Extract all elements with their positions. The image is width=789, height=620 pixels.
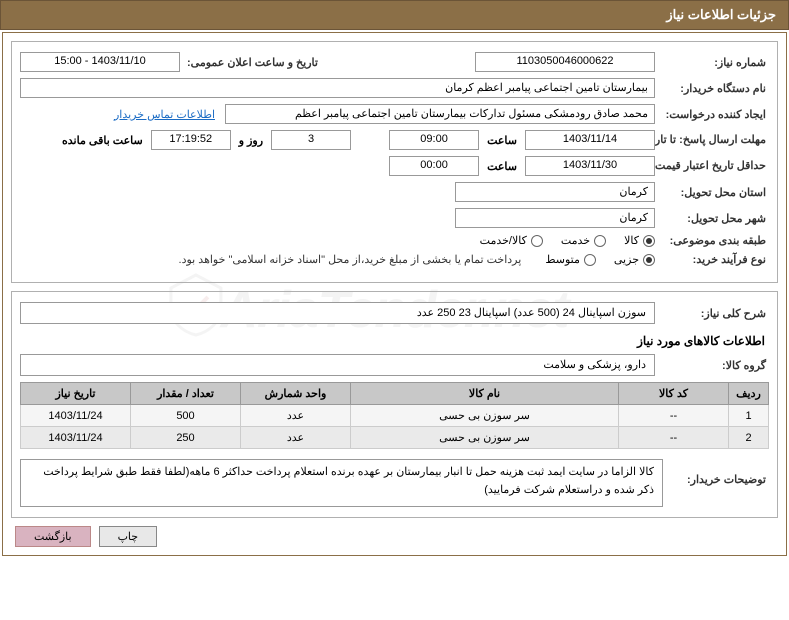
subject-radio-goods[interactable]: کالا [624,234,655,247]
print-button[interactable]: چاپ [99,526,158,547]
need-number-field: 1103050046000622 [475,52,655,72]
table-header-row: ردیف کد کالا نام کالا واحد شمارش تعداد /… [21,383,769,405]
days-remaining: 3 [271,130,351,150]
cell: عدد [241,427,351,449]
buyer-org-label: نام دستگاه خریدار: [659,82,769,95]
remaining-label: ساعت باقی مانده [58,134,147,147]
details-box: شرح کلی نیاز: سوزن اسپاینال 24 (500 عدد)… [11,291,778,518]
cell: 500 [131,405,241,427]
th-date: تاریخ نیاز [21,383,131,405]
th-name: نام کالا [351,383,619,405]
need-desc-field: سوزن اسپاینال 24 (500 عدد) اسپاینال 23 2… [20,302,655,324]
public-announce-field: 1403/11/10 - 15:00 [20,52,180,72]
th-qty: تعداد / مقدار [131,383,241,405]
radio-icon [594,235,606,247]
goods-group-field: دارو، پزشکی و سلامت [20,354,655,376]
goods-group-label: گروه کالا: [659,359,769,372]
page-title: جزئیات اطلاعات نیاز [666,7,776,22]
subject-radio-group: کالا خدمت کالا/خدمت [480,234,655,247]
subject-class-label: طبقه بندی موضوعی: [659,234,769,247]
payment-note: پرداخت تمام یا بخشی از مبلغ خرید،از محل … [179,253,522,266]
buyer-contact-link[interactable]: اطلاعات تماس خریدار [114,108,215,121]
cell: عدد [241,405,351,427]
table-row: 1 -- سر سوزن بی حسی عدد 500 1403/11/24 [21,405,769,427]
form-box: شماره نیاز: 1103050046000622 تاریخ و ساع… [11,41,778,283]
delivery-city-field: کرمان [455,208,655,228]
cell: -- [619,427,729,449]
main-container: شماره نیاز: 1103050046000622 تاریخ و ساع… [2,32,787,556]
radio-label: کالا/خدمت [480,234,527,247]
page-header: جزئیات اطلاعات نیاز [0,0,789,30]
th-row: ردیف [729,383,769,405]
need-desc-label: شرح کلی نیاز: [659,307,769,320]
purchase-process-label: نوع فرآیند خرید: [659,253,769,266]
goods-table: ردیف کد کالا نام کالا واحد شمارش تعداد /… [20,382,769,449]
reply-deadline-time: 09:00 [389,130,479,150]
cell: 250 [131,427,241,449]
table-row: 2 -- سر سوزن بی حسی عدد 250 1403/11/24 [21,427,769,449]
back-button[interactable]: بازگشت [15,526,91,547]
need-number-label: شماره نیاز: [659,56,769,69]
price-validity-label: حداقل تاریخ اعتبار قیمت: تا تاریخ: [659,159,769,173]
radio-label: متوسط [545,253,580,266]
reply-deadline-date: 1403/11/14 [525,130,655,150]
delivery-province-label: استان محل تحویل: [659,186,769,199]
cell: 2 [729,427,769,449]
cell: 1403/11/24 [21,405,131,427]
radio-label: خدمت [561,234,590,247]
requester-field: محمد صادق رودمشکی مسئول تدارکات بیمارستا… [225,104,655,124]
radio-icon [531,235,543,247]
cell: سر سوزن بی حسی [351,405,619,427]
time-label-1: ساعت [483,134,521,147]
buyer-notes-label: توضیحات خریدار: [669,459,769,486]
process-radio-group: جزیی متوسط [545,253,655,266]
delivery-city-label: شهر محل تحویل: [659,212,769,225]
buyer-org-field: بیمارستان تامین اجتماعی پیامبر اعظم کرما… [20,78,655,98]
th-code: کد کالا [619,383,729,405]
goods-section-title: اطلاعات کالاهای مورد نیاز [24,334,765,348]
days-and-label: روز و [235,134,267,147]
time-label-2: ساعت [483,160,521,173]
price-validity-date: 1403/11/30 [525,156,655,176]
price-validity-time: 00:00 [389,156,479,176]
requester-label: ایجاد کننده درخواست: [659,108,769,121]
public-announce-label: تاریخ و ساعت اعلان عمومی: [184,56,321,69]
cell: سر سوزن بی حسی [351,427,619,449]
radio-icon [643,235,655,247]
cell: -- [619,405,729,427]
reply-deadline-label: مهلت ارسال پاسخ: تا تاریخ: [659,133,769,147]
cell: 1403/11/24 [21,427,131,449]
subject-radio-both[interactable]: کالا/خدمت [480,234,543,247]
buyer-notes-box: کالا الزاما در سایت ایمد ثبت هزینه حمل ت… [20,459,663,507]
process-radio-minor[interactable]: جزیی [614,253,655,266]
th-unit: واحد شمارش [241,383,351,405]
radio-icon [643,254,655,266]
subject-radio-service[interactable]: خدمت [561,234,606,247]
radio-label: جزیی [614,253,639,266]
countdown-time: 17:19:52 [151,130,231,150]
cell: 1 [729,405,769,427]
radio-label: کالا [624,234,639,247]
button-row: چاپ بازگشت [11,526,778,547]
radio-icon [584,254,596,266]
process-radio-medium[interactable]: متوسط [545,253,596,266]
delivery-province-field: کرمان [455,182,655,202]
